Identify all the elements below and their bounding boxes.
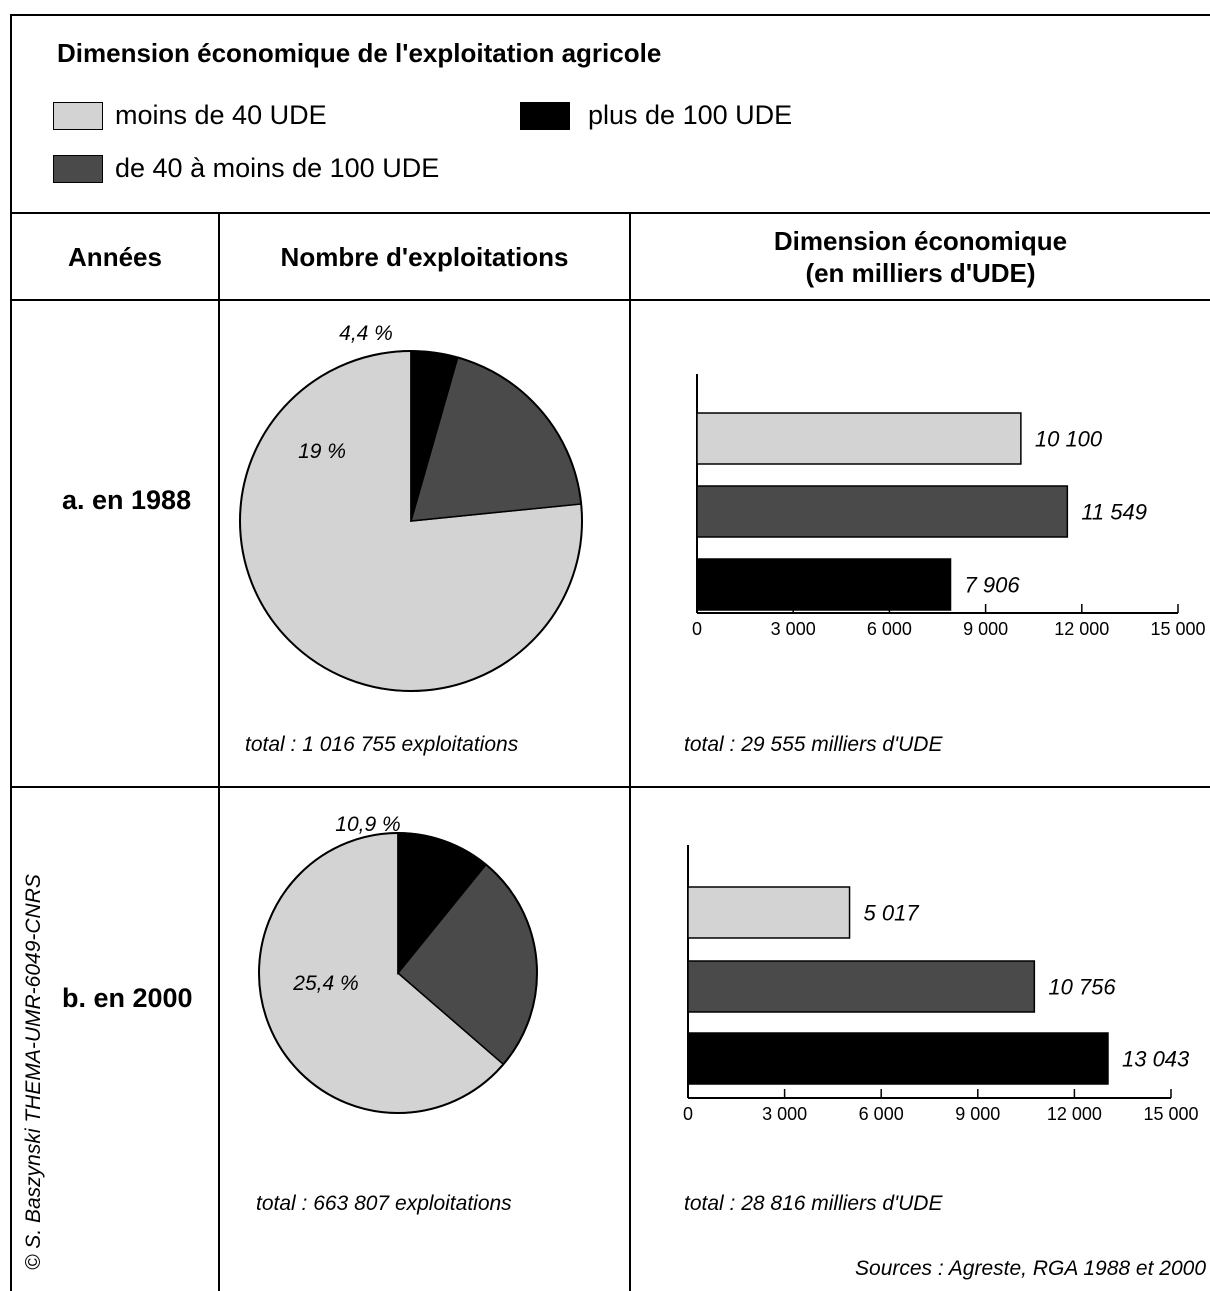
header-years: Années bbox=[68, 242, 162, 272]
legend-label: moins de 40 UDE bbox=[115, 100, 327, 130]
pie-slice-label: 10,9 % bbox=[335, 813, 400, 836]
x-tick-label: 6 000 bbox=[859, 1104, 904, 1124]
bar-value-label: 7 906 bbox=[965, 573, 1021, 598]
bar bbox=[687, 960, 1036, 1013]
x-tick-label: 6 000 bbox=[867, 619, 912, 639]
pie-chart-2000: 63,7 %25,4 %10,9 % bbox=[258, 813, 538, 1114]
header-rule bbox=[10, 299, 1210, 301]
bar bbox=[696, 558, 952, 611]
legend-label: plus de 100 UDE bbox=[588, 100, 793, 130]
x-tick-label: 9 000 bbox=[963, 619, 1008, 639]
pie-slice-label: 4,4 % bbox=[339, 322, 393, 345]
bar-chart-1988: 10 100 11 549 7 906 0 3 000 6 000 9 000 12 000 1… bbox=[692, 374, 1206, 639]
bar bbox=[687, 1032, 1109, 1085]
x-tick-label: 15 000 bbox=[1150, 619, 1205, 639]
legend-swatch-dark bbox=[53, 154, 103, 183]
legend-swatch-black bbox=[520, 101, 570, 130]
column-divider-2 bbox=[629, 213, 631, 1291]
bar-value-label: 13 043 bbox=[1122, 1047, 1190, 1072]
bar-value-label: 11 549 bbox=[1081, 500, 1147, 525]
pie-chart-1988: 76,6 %19 %4,4 % bbox=[239, 322, 583, 692]
total-count-1988: total : 1 016 755 exploitations bbox=[245, 733, 519, 756]
row-divider bbox=[10, 786, 1210, 788]
row-year-1988: a. en 1988 bbox=[62, 485, 192, 515]
bar bbox=[687, 886, 851, 939]
header-dimension: Dimension économique (en milliers d'UDE) bbox=[631, 225, 1210, 289]
x-tick-label: 0 bbox=[692, 619, 702, 639]
bar-value-label: 10 100 bbox=[1035, 427, 1103, 452]
bar-value-label: 10 756 bbox=[1048, 975, 1116, 1000]
bar-chart-2000: 5 017 10 756 13 043 0 3 000 6 000 9 000 12 000 1… bbox=[683, 845, 1199, 1124]
bar bbox=[696, 485, 1069, 538]
header-dimension-line1: Dimension économique bbox=[773, 226, 1068, 256]
x-tick-label: 12 000 bbox=[1054, 619, 1109, 639]
x-tick-label: 3 000 bbox=[771, 619, 816, 639]
total-count-2000: total : 663 807 exploitations bbox=[256, 1192, 512, 1215]
legend-swatch-light bbox=[53, 101, 103, 130]
total-dimension-2000: total : 28 816 milliers d'UDE bbox=[684, 1192, 943, 1215]
figure-title: Dimension économique de l'exploitation a… bbox=[57, 38, 662, 68]
bar-value-label: 5 017 bbox=[864, 901, 920, 926]
legend-item-under-40: moins de 40 UDE bbox=[53, 100, 327, 131]
header-count: Nombre d'exploitations bbox=[280, 242, 569, 272]
bar bbox=[696, 412, 1022, 465]
column-divider-1 bbox=[218, 213, 220, 1291]
row-year-2000: b. en 2000 bbox=[62, 983, 193, 1013]
x-tick-label: 12 000 bbox=[1047, 1104, 1102, 1124]
pie-outline bbox=[258, 832, 538, 1114]
header-dimension-line2: (en milliers d'UDE) bbox=[805, 258, 1036, 288]
figure-frame bbox=[10, 14, 1210, 1291]
x-tick-label: 9 000 bbox=[955, 1104, 1000, 1124]
legend-item-40-100: de 40 à moins de 100 UDE bbox=[53, 153, 439, 184]
x-tick-label: 0 bbox=[683, 1104, 693, 1124]
table-top-rule bbox=[10, 212, 1210, 214]
x-tick-label: 15 000 bbox=[1143, 1104, 1198, 1124]
copyright-credit: © S. Baszynski THEMA-UMR-6049-CNRS bbox=[22, 874, 45, 1270]
pie-slice-label: 25,4 % bbox=[292, 972, 358, 995]
legend-item-over-100: plus de 100 UDE bbox=[520, 100, 792, 131]
x-tick-label: 3 000 bbox=[762, 1104, 807, 1124]
total-dimension-1988: total : 29 555 milliers d'UDE bbox=[684, 733, 943, 756]
legend-label: de 40 à moins de 100 UDE bbox=[115, 153, 440, 183]
sources-note: Sources : Agreste, RGA 1988 et 2000 bbox=[855, 1257, 1206, 1280]
pie-outline bbox=[239, 350, 583, 692]
pie-slice-label: 19 % bbox=[298, 440, 346, 463]
